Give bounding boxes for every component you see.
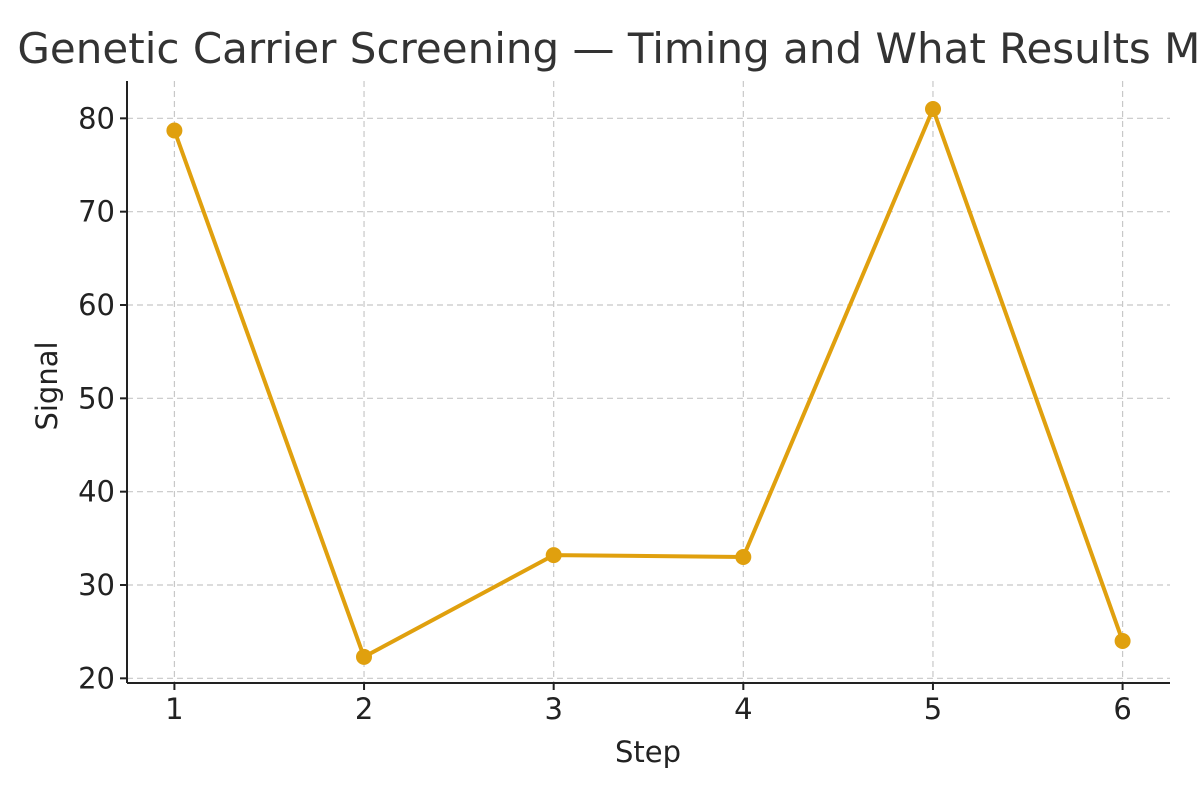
y-tick-label: 20 [78,661,115,695]
x-tick-label: 6 [1113,692,1131,726]
tick-labels: 1 2 3 4 5 6 20 30 40 50 60 70 80 [78,101,1132,726]
chart-title: Genetic Carrier Screening — Timing and W… [17,24,1200,73]
x-tick-label: 4 [734,692,752,726]
axes [126,81,1170,684]
y-tick-label: 30 [78,568,115,602]
x-tick-label: 2 [355,692,373,726]
series-layer [166,101,1131,665]
y-tick-label: 40 [78,475,115,509]
series-line [172,107,1125,659]
y-axis-label: Signal [30,341,64,430]
data-point-3 [545,547,562,564]
data-point-5 [925,101,941,117]
y-tick-label: 70 [78,195,115,229]
x-tick-label: 1 [165,692,183,726]
y-tick-label: 80 [78,101,115,135]
x-tick-label: 3 [544,692,562,726]
y-tick-label: 60 [78,288,115,322]
data-point-2 [356,648,372,665]
x-tick-label: 5 [924,692,942,726]
data-point-1 [166,122,183,139]
data-point-6 [1114,633,1131,649]
y-tick-label: 50 [78,381,115,415]
data-point-4 [735,549,752,565]
x-axis-label: Step [615,735,681,769]
grid [127,81,1170,683]
